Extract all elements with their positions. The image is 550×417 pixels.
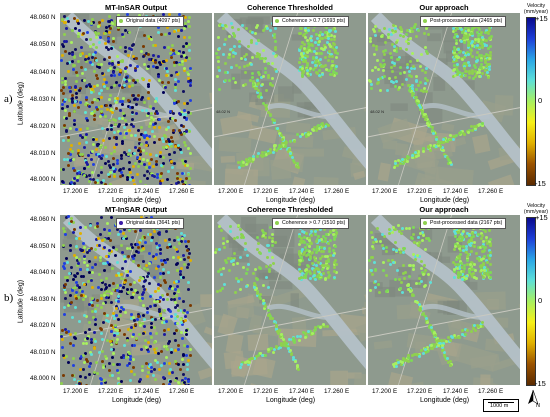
legend-marker — [423, 19, 427, 23]
y-axis-label-b: Latitude (deg) — [18, 272, 25, 332]
x-tick: 17.220 E — [98, 188, 123, 195]
map-panel-ourapproach-a: 48.02 N — [368, 13, 520, 185]
panel-title: MT-InSAR Output — [60, 205, 212, 214]
legend-text: Original data (3641 pts) — [126, 220, 180, 226]
x-tick: 17.220 E — [253, 388, 278, 395]
panel-title: Our approach — [368, 3, 520, 12]
x-tick: 17.220 E — [407, 388, 432, 395]
legend-text: Original data (4097 pts) — [126, 18, 180, 24]
scale-bar-label: 1000 m — [490, 403, 508, 409]
insar-points — [214, 13, 366, 185]
y-tick: 48.010 N — [30, 349, 56, 356]
y-tick: 48.060 N — [30, 216, 56, 223]
y-tick: 48.060 N — [30, 14, 56, 21]
y-tick: 48.040 N — [30, 69, 56, 76]
x-tick: 17.220 E — [98, 388, 123, 395]
colorbar-gradient — [526, 17, 536, 186]
x-axis-label: Longitude (deg) — [112, 197, 161, 204]
colorbar-tick-zero: 0 — [538, 296, 542, 305]
map-panel-coherence-b — [214, 215, 366, 385]
y-tick: 48.050 N — [30, 243, 56, 250]
legend-marker — [423, 221, 427, 225]
legend-marker — [119, 19, 123, 23]
x-tick: 17.200 E — [372, 188, 397, 195]
legend-original-a: Original data (4097 pts) — [116, 16, 184, 27]
colorbar-tick-zero: 0 — [538, 96, 542, 105]
legend-text: Post-processed data (2465 pts) — [430, 18, 502, 24]
x-tick: 17.260 E — [324, 188, 349, 195]
y-tick: 48.030 N — [30, 96, 56, 103]
x-tick: 17.260 E — [478, 188, 503, 195]
row-label-a: a) — [4, 93, 13, 105]
legend-original-b: Original data (3641 pts) — [116, 218, 184, 229]
colorbar-tick-max: +15 — [535, 213, 548, 222]
y-tick: 48.020 N — [30, 123, 56, 130]
y-tick: 48.030 N — [30, 296, 56, 303]
legend-ourapproach-a: Post-processed data (2465 pts) — [420, 16, 506, 27]
y-tick: 48.050 N — [30, 41, 56, 48]
north-arrow-icon: N — [524, 388, 542, 412]
legend-text: Post-processed data (2167 pts) — [430, 220, 502, 226]
insar-points — [214, 215, 366, 385]
map-panel-ourapproach-b — [368, 215, 520, 385]
map-panel-coherence-a: 48.02 N — [214, 13, 366, 185]
y-axis-label-a: Latitude (deg) — [18, 74, 25, 134]
scale-bar: 1000 m — [483, 399, 519, 412]
x-axis-label: Longitude (deg) — [266, 397, 315, 404]
x-axis-label: Longitude (deg) — [420, 397, 469, 404]
panel-title: Coherence Thresholded — [214, 3, 366, 12]
x-tick: 17.200 E — [372, 388, 397, 395]
insar-points — [60, 13, 212, 185]
x-axis-label: Longitude (deg) — [266, 197, 315, 204]
x-tick: 17.200 E — [218, 188, 243, 195]
panel-title: Coherence Thresholded — [214, 205, 366, 214]
map-panel-original-b — [60, 215, 212, 385]
row-label-b: b) — [4, 292, 13, 304]
x-tick: 17.240 E — [289, 388, 314, 395]
x-tick: 17.220 E — [407, 188, 432, 195]
x-tick: 17.200 E — [63, 388, 88, 395]
x-tick: 17.260 E — [169, 388, 194, 395]
y-tick: 48.000 N — [30, 176, 56, 183]
panel-title: Our approach — [368, 205, 520, 214]
legend-ourapproach-b: Post-processed data (2167 pts) — [420, 218, 506, 229]
x-tick: 17.260 E — [478, 388, 503, 395]
north-label: N — [536, 403, 540, 409]
colorbar-gradient — [526, 217, 536, 386]
map-latitude-label: 48.02 N — [370, 109, 384, 114]
legend-marker — [275, 19, 279, 23]
colorbar-tick-min: -15 — [535, 379, 546, 388]
insar-points — [60, 215, 212, 385]
legend-marker — [275, 221, 279, 225]
legend-coherence-a: Coherence > 0.7 (1693 pts) — [272, 16, 349, 27]
legend-coherence-b: Coherence > 0.7 (1510 pts) — [272, 218, 349, 229]
panel-title: MT-InSAR Output — [60, 3, 212, 12]
x-tick: 17.220 E — [253, 188, 278, 195]
x-tick: 17.260 E — [324, 388, 349, 395]
colorbar-tick-max: +15 — [535, 14, 548, 23]
x-tick: 17.240 E — [134, 388, 159, 395]
legend-marker — [119, 221, 123, 225]
y-tick: 48.010 N — [30, 150, 56, 157]
x-tick: 17.260 E — [169, 188, 194, 195]
insar-points — [368, 215, 520, 385]
x-tick: 17.240 E — [443, 388, 468, 395]
map-latitude-label: 48.02 N — [216, 109, 230, 114]
x-tick: 17.240 E — [289, 188, 314, 195]
legend-text: Coherence > 0.7 (1693 pts) — [282, 18, 345, 24]
x-axis-label: Longitude (deg) — [112, 397, 161, 404]
x-tick: 17.240 E — [443, 188, 468, 195]
colorbar-tick-min: -15 — [535, 179, 546, 188]
insar-points — [368, 13, 520, 185]
x-tick: 17.200 E — [63, 188, 88, 195]
x-tick: 17.200 E — [218, 388, 243, 395]
y-tick: 48.000 N — [30, 375, 56, 382]
y-tick: 48.040 N — [30, 269, 56, 276]
x-axis-label: Longitude (deg) — [420, 197, 469, 204]
x-tick: 17.240 E — [134, 188, 159, 195]
y-tick: 48.020 N — [30, 322, 56, 329]
legend-text: Coherence > 0.7 (1510 pts) — [282, 220, 345, 226]
map-panel-original-a — [60, 13, 212, 185]
